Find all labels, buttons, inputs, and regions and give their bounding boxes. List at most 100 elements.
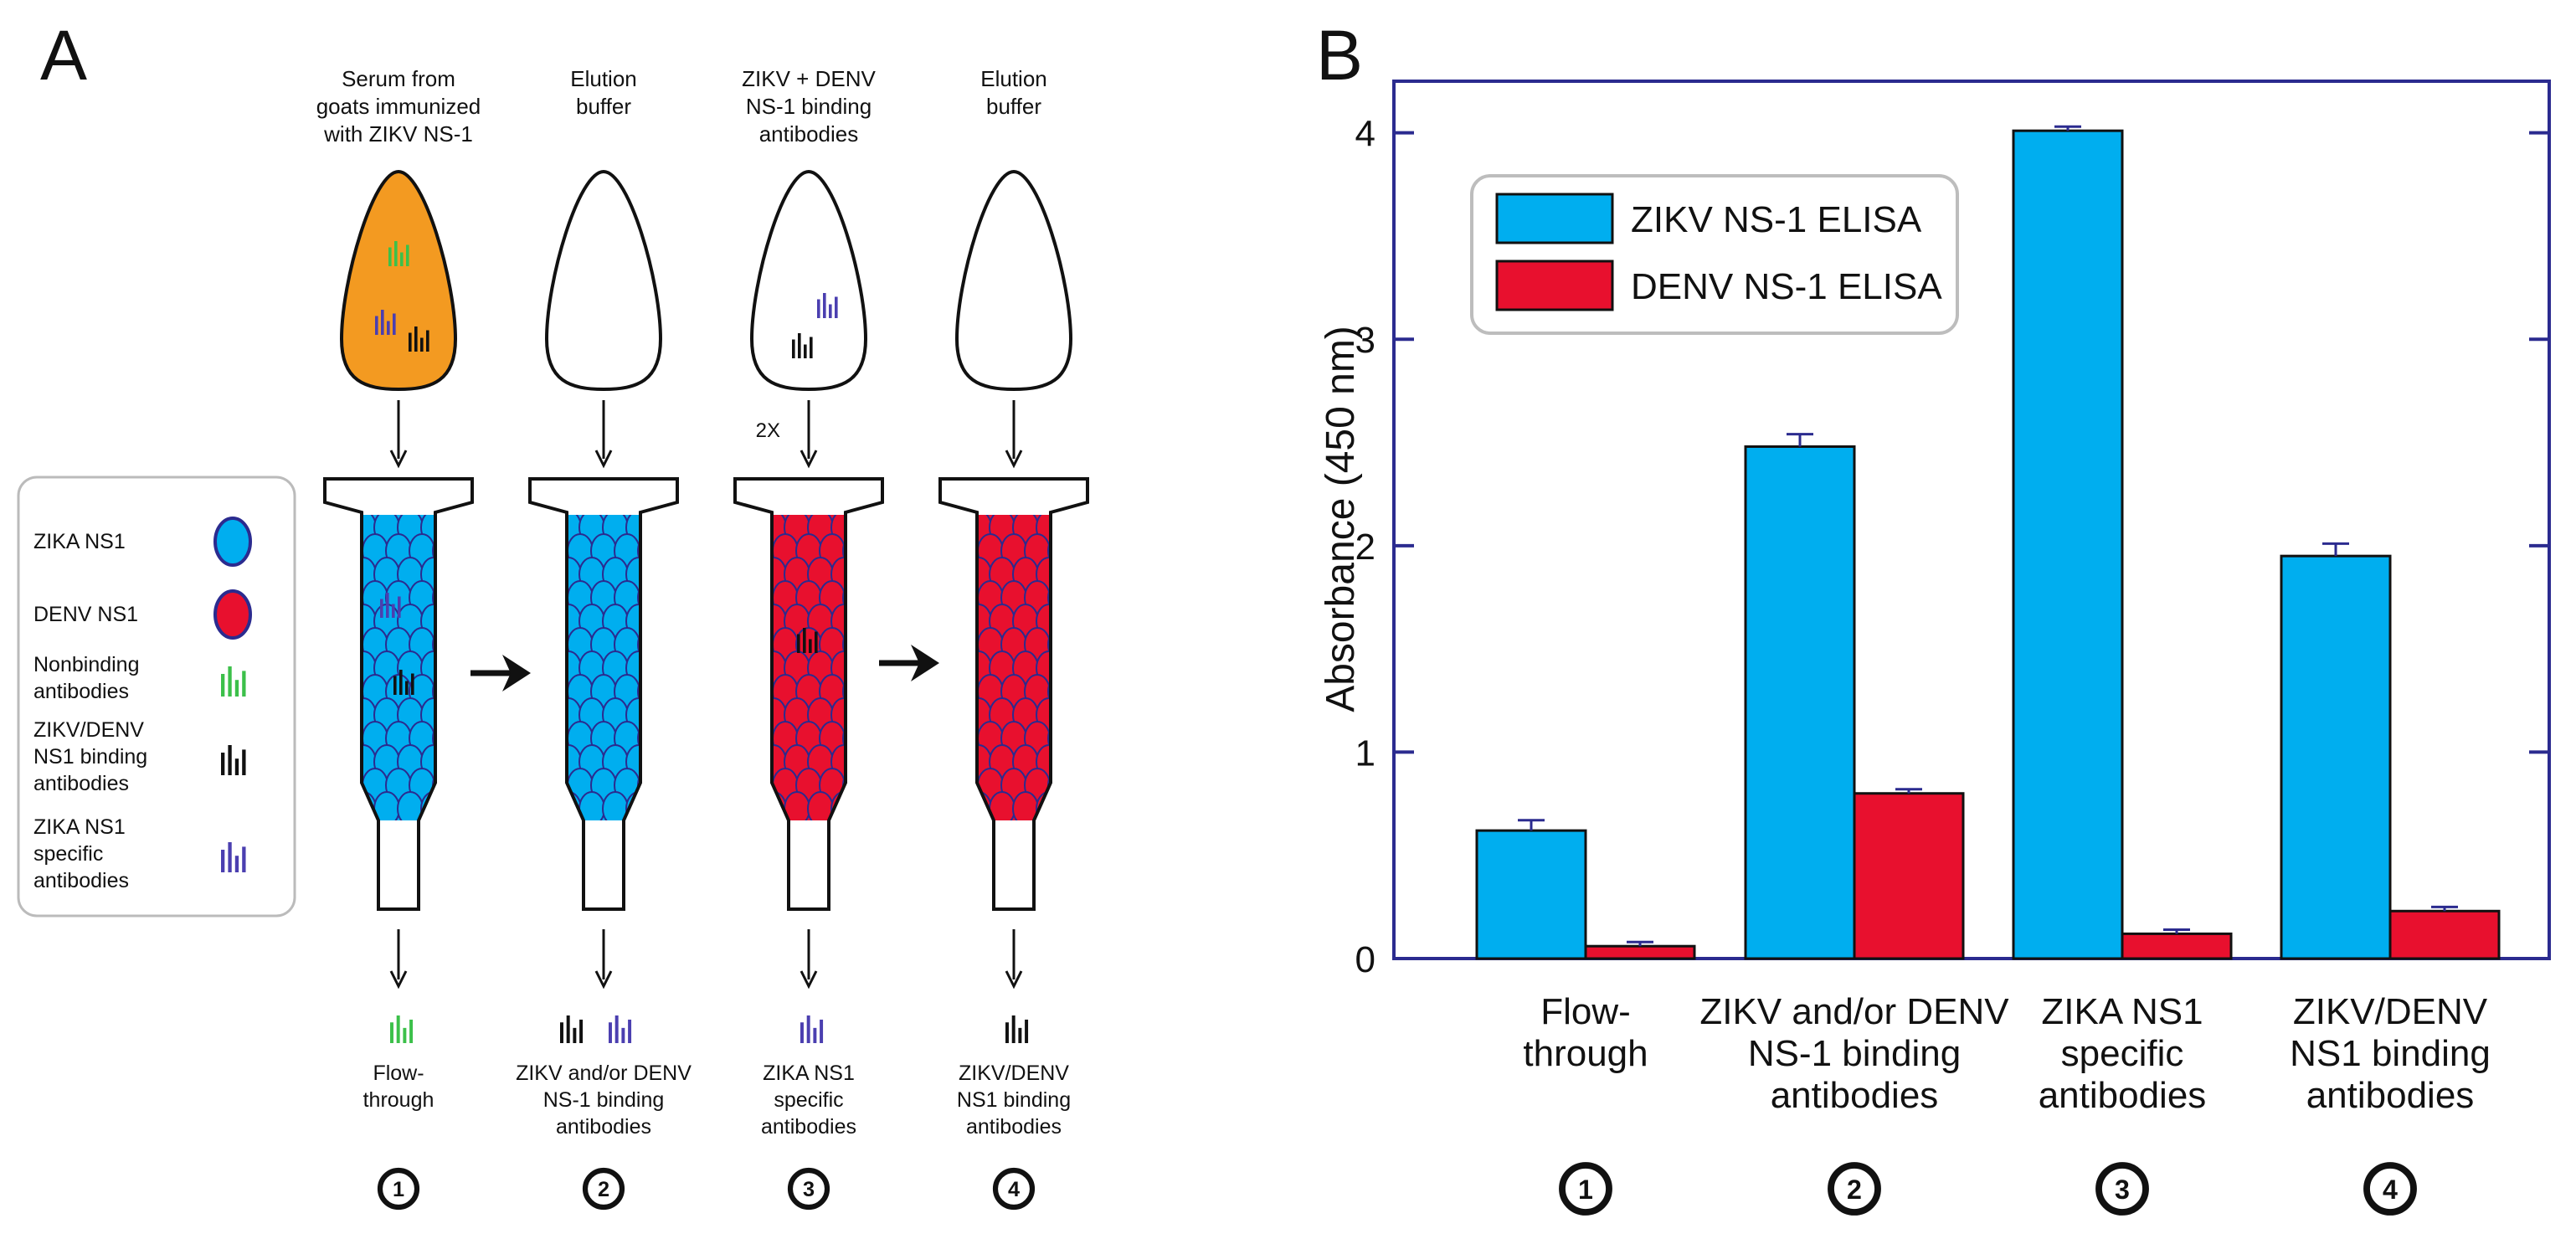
column-beads [567,515,640,820]
black-antibody-icon [560,1015,584,1043]
panel-a-legend: ZIKA NS1 DENV NS1 Nonbinding antibodies ZIKV… [17,476,296,918]
antibody-bar [234,856,239,872]
antibody-bar [234,680,239,697]
antibody-bar [400,252,404,266]
step-top-label: buffer [576,94,631,119]
antibody-bar [579,1019,584,1043]
purple-antibody-icon [221,842,246,872]
column-outline [733,477,884,911]
antibody-bar [614,1015,619,1043]
dropper-bulb [954,169,1073,392]
y-tick-label: 3 [1355,320,1375,361]
antibody-bar [392,604,395,618]
step-number-badge: 3 [787,1167,830,1211]
antibody-bar [800,1022,804,1043]
number-circle-ring [2363,1162,2417,1216]
antibody-bar [420,337,424,352]
antibody-bar [820,1019,824,1043]
transfer-arrow-icon [470,655,531,691]
y-tick-label: 2 [1355,527,1375,568]
bar-zikv [2280,554,2392,960]
down-arrow-head [594,450,613,469]
x-category-label: ZIKV/DENV [2293,991,2488,1032]
column-outline [528,477,679,911]
antibody-bar [809,639,812,653]
resin-bead [432,533,435,568]
antibody-bar [228,842,232,872]
legend-label: ZIKV/DENV [33,718,144,742]
column-beads [362,515,435,820]
antibody-bar [804,344,807,358]
step-top-label: ZIKV + DENV [742,66,876,91]
antibody-bar [628,1019,632,1043]
antibody-bar [803,628,806,653]
x-category-label: NS-1 binding [1748,1033,1961,1074]
resin-bead [842,580,846,615]
number-circle-digit: 4 [2383,1175,2398,1205]
legend-entry: DENV NS-1 ELISA [1631,266,1942,307]
antibody-bar [829,304,832,318]
antibody-bar [823,293,826,318]
panel-a-letter: A [40,16,87,95]
step-bottom-label: through [363,1088,434,1112]
purple-antibody-icon [375,310,396,335]
number-circle-ring [992,1167,1036,1211]
resin-bead [1047,580,1051,615]
down-arrow-head [389,450,408,469]
column-beads [772,515,846,820]
number-circle-digit: 2 [1847,1175,1862,1205]
resin-bead [637,721,640,756]
antibody-bar [414,326,418,352]
antibody-bar [228,666,232,697]
legend-label: NS1 binding [33,745,147,769]
antibody-bar [609,1022,612,1043]
resin-bead [432,674,435,709]
step-top-label: Serum from [342,66,455,91]
legend-label: antibodies [33,869,129,892]
antibody-bar [1018,1027,1022,1043]
column-outline [323,477,474,911]
purple-antibody-icon [609,1015,632,1043]
antibody-bar [835,296,838,318]
antibody-bar [396,1015,400,1043]
bar-denv [2121,932,2233,960]
resin-bead [1047,721,1051,756]
resin-bead [1047,674,1051,709]
green-antibody-icon [390,1015,414,1043]
antibody-bar [393,676,397,695]
antibody-bar [792,339,795,358]
x-category-label: NS1 binding [2290,1033,2491,1074]
antibody-bar [798,333,801,358]
antibody-bar [426,330,429,352]
antibody-bar [560,1022,563,1043]
resin-bead [432,721,435,756]
x-category-label: through [1523,1033,1648,1074]
step-top-label: Elution [570,66,637,91]
antibody-bar [242,846,246,872]
category-number-badge: 1 [1559,1162,1612,1216]
down-arrow-head [594,970,613,990]
plot-frame [1392,80,2551,960]
antibody-bar [399,670,403,695]
step-top-label: with ZIKV NS-1 [323,121,473,147]
chart-legend: ZIKV NS-1 ELISA DENV NS-1 ELISA [1470,174,1959,335]
step-number-badge: 1 [377,1167,420,1211]
resin-bead [842,627,846,662]
step-input-label: 2X [756,419,780,442]
antibody-bar [403,1027,407,1043]
down-arrow-head [389,970,408,990]
step-bottom-label: NS-1 binding [543,1088,665,1112]
black-antibody-icon [1005,1015,1029,1043]
antibody-bar [813,1027,817,1043]
resin-bead [842,674,846,709]
black-antibody-icon [221,745,246,775]
down-arrow-head [1005,970,1023,990]
step-bottom-label: antibodies [966,1115,1062,1139]
legend-swatch-zikv [1495,193,1614,244]
blue-bead-icon [213,517,252,567]
antibody-bar [388,247,392,266]
panel-b-letter: B [1316,16,1363,95]
dropper-bulb [544,169,663,392]
resin-bead [1047,627,1051,662]
